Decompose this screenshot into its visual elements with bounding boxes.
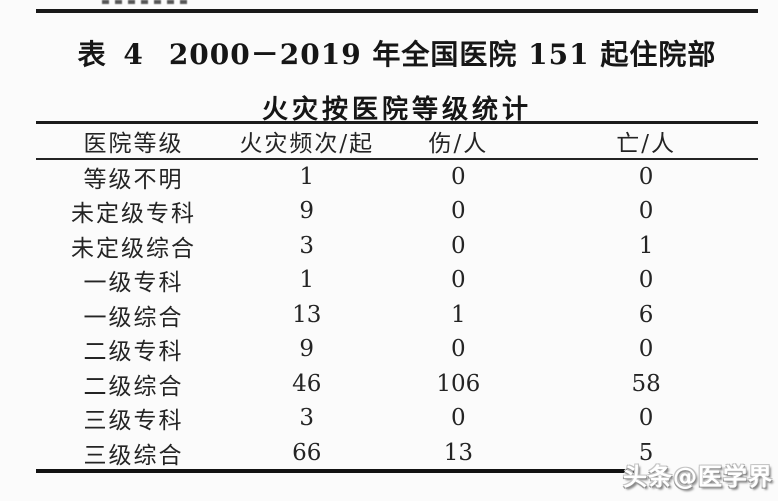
- value-cell: 46: [292, 370, 322, 397]
- row-label-cell: 三级综合: [83, 442, 184, 469]
- table-number: 表 4: [77, 38, 147, 71]
- header-row: 医院等级 火灾频次/起 伤/人 亡/人: [36, 123, 758, 159]
- value-cell: 13: [443, 439, 473, 466]
- header-cell: 火灾频次/起: [239, 131, 375, 157]
- value-cell: 0: [638, 198, 654, 225]
- value-cell: 0: [451, 198, 466, 225]
- table-row: 二级专科 9 0 0: [36, 332, 758, 367]
- value-cell: 66: [292, 439, 322, 466]
- table-row: 二级综合 46 106 58: [36, 367, 758, 402]
- value-cell: 0: [451, 267, 466, 294]
- table-row: 一级综合 13 1 6: [36, 298, 758, 333]
- row-label-cell: 二级专科: [83, 339, 184, 366]
- value-cell: 0: [638, 336, 654, 363]
- value-cell: 0: [638, 164, 654, 190]
- value-cell: 6: [638, 301, 654, 328]
- row-label-cell: 等级不明: [83, 167, 184, 193]
- value-cell: 3: [299, 405, 315, 432]
- caption-text-line2: 火灾按医院等级统计: [261, 95, 532, 125]
- row-label-cell: 一级综合: [83, 304, 184, 331]
- value-cell: 1: [451, 301, 466, 328]
- header-cell: 亡/人: [616, 131, 676, 157]
- value-cell: 0: [638, 267, 654, 294]
- value-cell: 5: [638, 439, 654, 466]
- header-cell: 伤/人: [428, 131, 489, 157]
- value-cell: 9: [299, 336, 315, 363]
- value-cell: 0: [451, 164, 466, 190]
- table-row: 未定级专科 9 0 0: [36, 194, 758, 229]
- table-caption: 表 4 2000－2019 年全国医院 151 起住院部 火灾按医院等级统计: [36, 33, 758, 126]
- value-cell: 1: [299, 267, 315, 294]
- statistics-table: 医院等级 火灾频次/起 伤/人 亡/人 等级不明 1 0 0 未定级专科 9 0 0 未定级综合 3 0 1…: [36, 121, 758, 470]
- clipped-text-fragment: [102, 0, 190, 4]
- table-header: 医院等级 火灾频次/起 伤/人 亡/人: [36, 123, 758, 159]
- bottom-rule: [36, 469, 634, 473]
- table-body: 等级不明 1 0 0 未定级专科 9 0 0 未定级综合 3 0 1 一级专科 1 0 0 一级综合 13 1 6 二级…: [36, 159, 758, 470]
- value-cell: 9: [299, 198, 315, 225]
- table-row: 三级专科 3 0 0: [36, 401, 758, 436]
- value-cell: 58: [631, 370, 661, 397]
- table-row: 三级综合 66 13 5: [36, 436, 758, 471]
- value-cell: 3: [299, 232, 315, 259]
- value-cell: 0: [451, 232, 466, 259]
- value-cell: 106: [436, 370, 481, 397]
- value-cell: 1: [638, 232, 654, 259]
- caption-line-1: 表 4 2000－2019 年全国医院 151 起住院部: [36, 33, 758, 73]
- value-cell: 0: [451, 405, 466, 432]
- row-label-cell: 一级专科: [83, 270, 184, 297]
- table-row: 一级专科 1 0 0: [36, 263, 758, 298]
- row-label-cell: 未定级综合: [70, 235, 196, 262]
- row-label-cell: 未定级专科: [70, 201, 196, 228]
- watermark: 头条@医学界: [623, 463, 773, 491]
- value-cell: 13: [292, 301, 322, 328]
- caption-text-line1: 2000－2019 年全国医院 151 起住院部: [168, 38, 717, 71]
- value-cell: 0: [451, 336, 466, 363]
- header-cell: 医院等级: [83, 131, 184, 157]
- value-cell: 1: [299, 164, 315, 190]
- row-label-cell: 二级综合: [83, 373, 184, 400]
- table-row: 未定级综合 3 0 1: [36, 229, 758, 264]
- value-cell: 0: [638, 405, 654, 432]
- table-row: 等级不明 1 0 0: [36, 159, 758, 194]
- top-rule: [36, 9, 758, 13]
- row-label-cell: 三级专科: [83, 408, 184, 435]
